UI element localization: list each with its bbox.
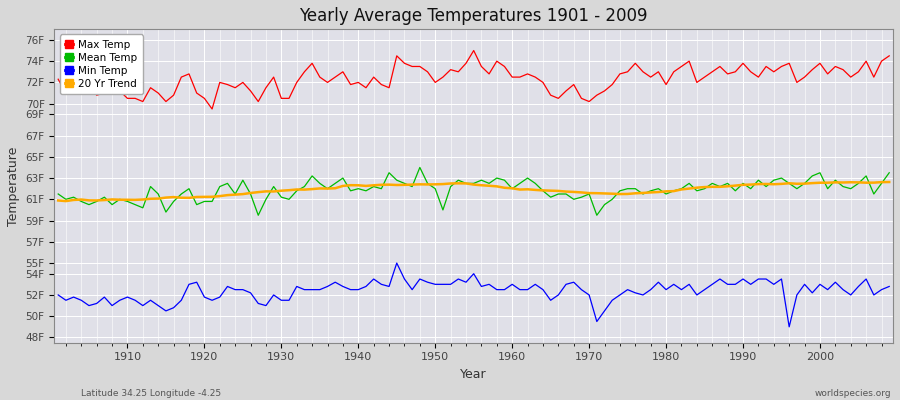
Text: Latitude 34.25 Longitude -4.25: Latitude 34.25 Longitude -4.25 — [81, 389, 221, 398]
Y-axis label: Temperature: Temperature — [7, 146, 20, 226]
Text: worldspecies.org: worldspecies.org — [814, 389, 891, 398]
Title: Yearly Average Temperatures 1901 - 2009: Yearly Average Temperatures 1901 - 2009 — [300, 7, 648, 25]
Legend: Max Temp, Mean Temp, Min Temp, 20 Yr Trend: Max Temp, Mean Temp, Min Temp, 20 Yr Tre… — [59, 34, 142, 94]
X-axis label: Year: Year — [461, 368, 487, 381]
